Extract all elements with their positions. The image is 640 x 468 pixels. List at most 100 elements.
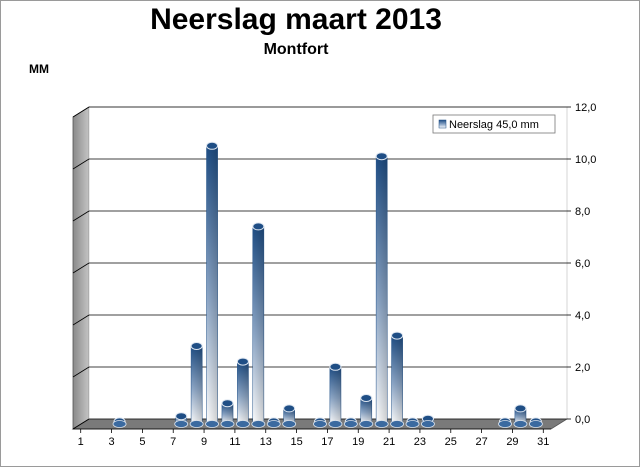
bar: [282, 404, 297, 428]
bar-cap: [175, 412, 188, 421]
x-tick-label: 13: [260, 436, 272, 448]
legend-label: Neerslag 45,0 mm: [449, 119, 539, 131]
bar: [359, 394, 374, 428]
y-tick-label: 12,0: [575, 102, 596, 114]
bar-base: [313, 420, 327, 428]
bar: [251, 222, 266, 428]
x-tick-label: 1: [78, 436, 84, 448]
bar-cap: [252, 222, 265, 231]
bar: [112, 417, 127, 428]
bar-shade: [360, 398, 372, 424]
chart-subtitle: Montfort: [263, 41, 329, 58]
bar-cap: [329, 362, 342, 371]
bar: [420, 414, 435, 428]
legend-box: [432, 114, 556, 134]
bar: [266, 417, 281, 428]
y-tick-label: 4,0: [575, 310, 590, 322]
bar: [405, 417, 420, 428]
x-tick-label: 9: [201, 436, 207, 448]
bar: [235, 357, 250, 428]
bar: [174, 412, 189, 428]
bar-base: [513, 420, 528, 428]
bar-cap: [391, 331, 404, 340]
bar-base: [359, 420, 374, 428]
bar: [205, 141, 220, 428]
x-tick-label: 25: [445, 436, 457, 448]
bar-shade: [391, 335, 403, 424]
bar-cap: [514, 404, 527, 413]
bar-cap: [375, 152, 388, 161]
bar-base: [328, 420, 343, 428]
chart-title: Neerslag maart 2013: [150, 3, 442, 36]
bar-cap: [360, 394, 373, 402]
bar: [390, 331, 405, 428]
x-tick-label: 11: [229, 436, 240, 448]
gridline-side: [72, 262, 90, 274]
bar-base: [235, 420, 250, 428]
x-tick-label: 31: [537, 436, 549, 448]
bar-shade: [191, 346, 203, 424]
y-tick-label: 0,0: [575, 414, 590, 426]
bar-base: [390, 420, 405, 428]
bar-base: [205, 420, 220, 428]
x-tick-label: 19: [352, 436, 364, 448]
bar-shade: [376, 156, 388, 424]
bar-base: [112, 420, 127, 428]
x-tick-label: 27: [475, 436, 487, 448]
bar-base: [220, 420, 235, 428]
gridline-side: [72, 210, 90, 222]
y-tick-label: 10,0: [575, 154, 596, 166]
x-tick-label: 17: [321, 436, 333, 448]
bar-base: [374, 420, 389, 428]
x-tick-label: 3: [108, 436, 114, 448]
bar-base: [266, 420, 281, 428]
bar-cap: [221, 399, 234, 408]
bar: [343, 417, 358, 428]
gridline-side: [72, 314, 90, 326]
bar-base: [174, 420, 189, 428]
bar: [220, 399, 235, 428]
x-tick-label: 5: [139, 436, 145, 448]
bar: [374, 152, 389, 428]
bar: [498, 417, 512, 428]
gridline-side: [72, 158, 90, 170]
bar-base: [405, 420, 420, 428]
bar: [513, 404, 528, 428]
x-tick-label: 15: [290, 436, 302, 448]
x-tick-label: 23: [414, 436, 426, 448]
gridline-side: [72, 366, 90, 378]
y-tick-label: 6,0: [575, 258, 590, 270]
y-tick-label: 2,0: [575, 362, 590, 374]
bar-cap: [283, 404, 296, 413]
bar-base: [528, 420, 543, 428]
bar-cap: [190, 342, 203, 350]
y-tick-label: 8,0: [575, 206, 590, 218]
gridline-side: [72, 106, 90, 118]
bar-shade: [514, 408, 527, 424]
bar-base: [343, 420, 358, 428]
gridline-side: [72, 418, 90, 430]
y-axis-label: MM: [29, 62, 49, 76]
bar-base: [420, 420, 435, 428]
x-tick-label: 29: [506, 436, 518, 448]
x-tick-label: 21: [383, 436, 395, 448]
bar-shade: [329, 366, 341, 424]
bar: [528, 417, 543, 428]
bar-base: [282, 420, 297, 428]
bar-cap: [236, 357, 249, 366]
bar-shade: [283, 408, 295, 424]
bar-shade: [206, 145, 218, 425]
bar-shade: [221, 403, 234, 424]
bar-shade: [237, 361, 249, 424]
legend-swatch: [438, 119, 447, 129]
x-tick-label: 7: [170, 436, 176, 448]
bar-shade: [252, 226, 264, 424]
bar-base: [498, 420, 512, 428]
bar: [189, 342, 204, 428]
bar: [313, 417, 327, 428]
bar-base: [189, 420, 204, 428]
bar-cap: [206, 141, 219, 150]
bar-base: [251, 420, 266, 428]
